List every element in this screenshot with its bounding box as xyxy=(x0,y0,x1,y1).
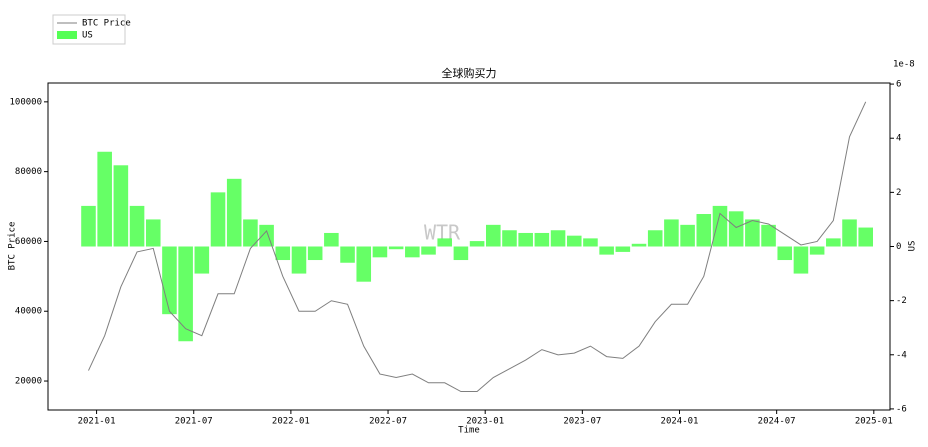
bar xyxy=(178,246,193,342)
chart-title: 全球购买力 xyxy=(442,66,497,80)
bar xyxy=(356,246,372,282)
y-tick-label: 20000 xyxy=(15,377,42,387)
bar xyxy=(502,230,517,247)
y-axis-label: BTC Price xyxy=(8,222,18,271)
bar xyxy=(615,246,631,252)
y-tick-label: 60000 xyxy=(15,237,42,247)
bar xyxy=(599,246,614,255)
x-tick-label: 2021-01 xyxy=(78,417,116,427)
legend-label: BTC Price xyxy=(82,19,131,29)
bar xyxy=(793,246,809,274)
bar xyxy=(388,246,404,250)
bar xyxy=(162,246,177,315)
bar xyxy=(664,219,679,247)
y-tick-label: 80000 xyxy=(15,167,42,177)
x-tick-label: 2022-01 xyxy=(272,417,310,427)
y2-tick-label: -6 xyxy=(896,404,907,414)
bar xyxy=(129,205,145,247)
bar xyxy=(745,219,760,247)
x-tick-label: 2024-01 xyxy=(661,417,699,427)
bar xyxy=(324,232,339,247)
bar xyxy=(469,241,485,247)
x-tick-label: 2025-01 xyxy=(855,417,893,427)
bar xyxy=(809,246,825,255)
bar xyxy=(226,178,242,247)
bar xyxy=(566,235,582,247)
y2-tick-label: 4 xyxy=(896,134,901,144)
bar xyxy=(858,227,873,247)
legend-patch xyxy=(57,31,77,39)
x-tick-label: 2023-01 xyxy=(466,417,504,427)
bar xyxy=(97,151,112,247)
bar xyxy=(453,246,469,261)
bar xyxy=(194,246,210,274)
y-tick-label: 100000 xyxy=(9,97,42,107)
bar xyxy=(243,219,258,247)
bar xyxy=(842,219,857,247)
y2-offset-label: 1e-8 xyxy=(893,60,915,70)
legend-box xyxy=(52,14,126,45)
bar xyxy=(307,246,323,261)
bar xyxy=(826,238,841,247)
price-line xyxy=(88,101,867,393)
bar xyxy=(631,243,647,247)
bar xyxy=(81,205,96,247)
bar xyxy=(437,238,452,247)
y2-axis-label: US xyxy=(908,241,918,252)
bar xyxy=(340,246,355,263)
x-tick-label: 2024-07 xyxy=(758,417,796,427)
bar xyxy=(372,246,388,258)
bar xyxy=(259,224,274,247)
bar xyxy=(583,238,598,247)
x-tick-label: 2023-07 xyxy=(563,417,601,427)
bar xyxy=(728,211,744,247)
bar xyxy=(291,246,307,274)
y2-tick-label: 2 xyxy=(896,188,901,198)
bar xyxy=(761,224,776,247)
y-tick-label: 40000 xyxy=(15,307,42,317)
bar xyxy=(680,224,695,247)
bar xyxy=(518,232,533,247)
bar xyxy=(210,192,226,247)
bar xyxy=(534,232,550,247)
y2-tick-label: -4 xyxy=(896,350,907,360)
bar xyxy=(145,219,161,247)
bar xyxy=(696,214,712,247)
bar xyxy=(405,246,420,258)
x-axis-label: Time xyxy=(458,426,480,436)
x-tick-label: 2021-07 xyxy=(175,417,213,427)
bar xyxy=(647,230,663,247)
legend-label: US xyxy=(82,31,93,41)
bar xyxy=(777,246,793,261)
y2-tick-label: 6 xyxy=(896,80,901,90)
bar xyxy=(275,246,291,261)
y2-tick-label: 0 xyxy=(896,242,901,252)
x-tick-label: 2022-07 xyxy=(369,417,407,427)
bar xyxy=(712,205,728,247)
bar xyxy=(486,224,501,247)
bar xyxy=(550,230,566,247)
bar xyxy=(113,165,129,247)
y2-tick-label: -2 xyxy=(896,296,907,306)
bar xyxy=(421,246,436,255)
